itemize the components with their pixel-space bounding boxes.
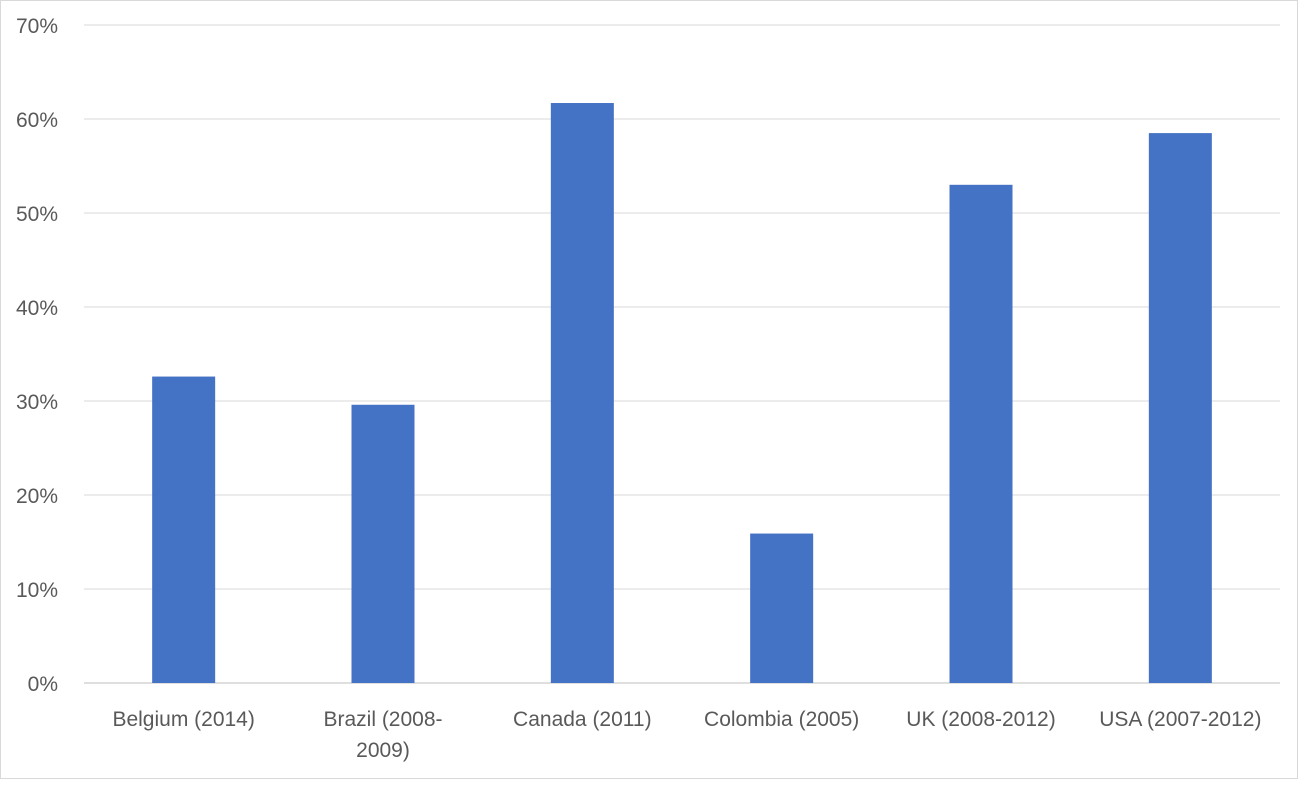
y-tick-label: 30% [16, 391, 58, 414]
bar [949, 184, 1013, 684]
x-tick-label: Belgium (2014) [112, 708, 254, 731]
y-tick-label: 10% [16, 579, 58, 602]
x-tick-label: Canada (2011) [513, 708, 652, 731]
y-tick-label: 60% [16, 109, 58, 132]
x-tick-label: Brazil (2008- [323, 708, 442, 731]
y-tick-label: 70% [16, 15, 58, 38]
chart-frame [0, 0, 1298, 779]
bar [152, 376, 216, 683]
y-tick-label: 40% [16, 297, 58, 320]
bar [351, 404, 415, 683]
bar [750, 533, 814, 683]
x-tick-label: 2009) [356, 739, 410, 762]
x-tick-label: USA (2007-2012) [1099, 708, 1261, 731]
y-tick-label: 50% [16, 203, 58, 226]
y-tick-label: 20% [16, 485, 58, 508]
x-tick-label: UK (2008-2012) [906, 708, 1055, 731]
bar [1148, 133, 1212, 684]
x-tick-label: Colombia (2005) [704, 708, 859, 731]
bar [550, 103, 614, 683]
y-tick-label: 0% [28, 673, 58, 696]
